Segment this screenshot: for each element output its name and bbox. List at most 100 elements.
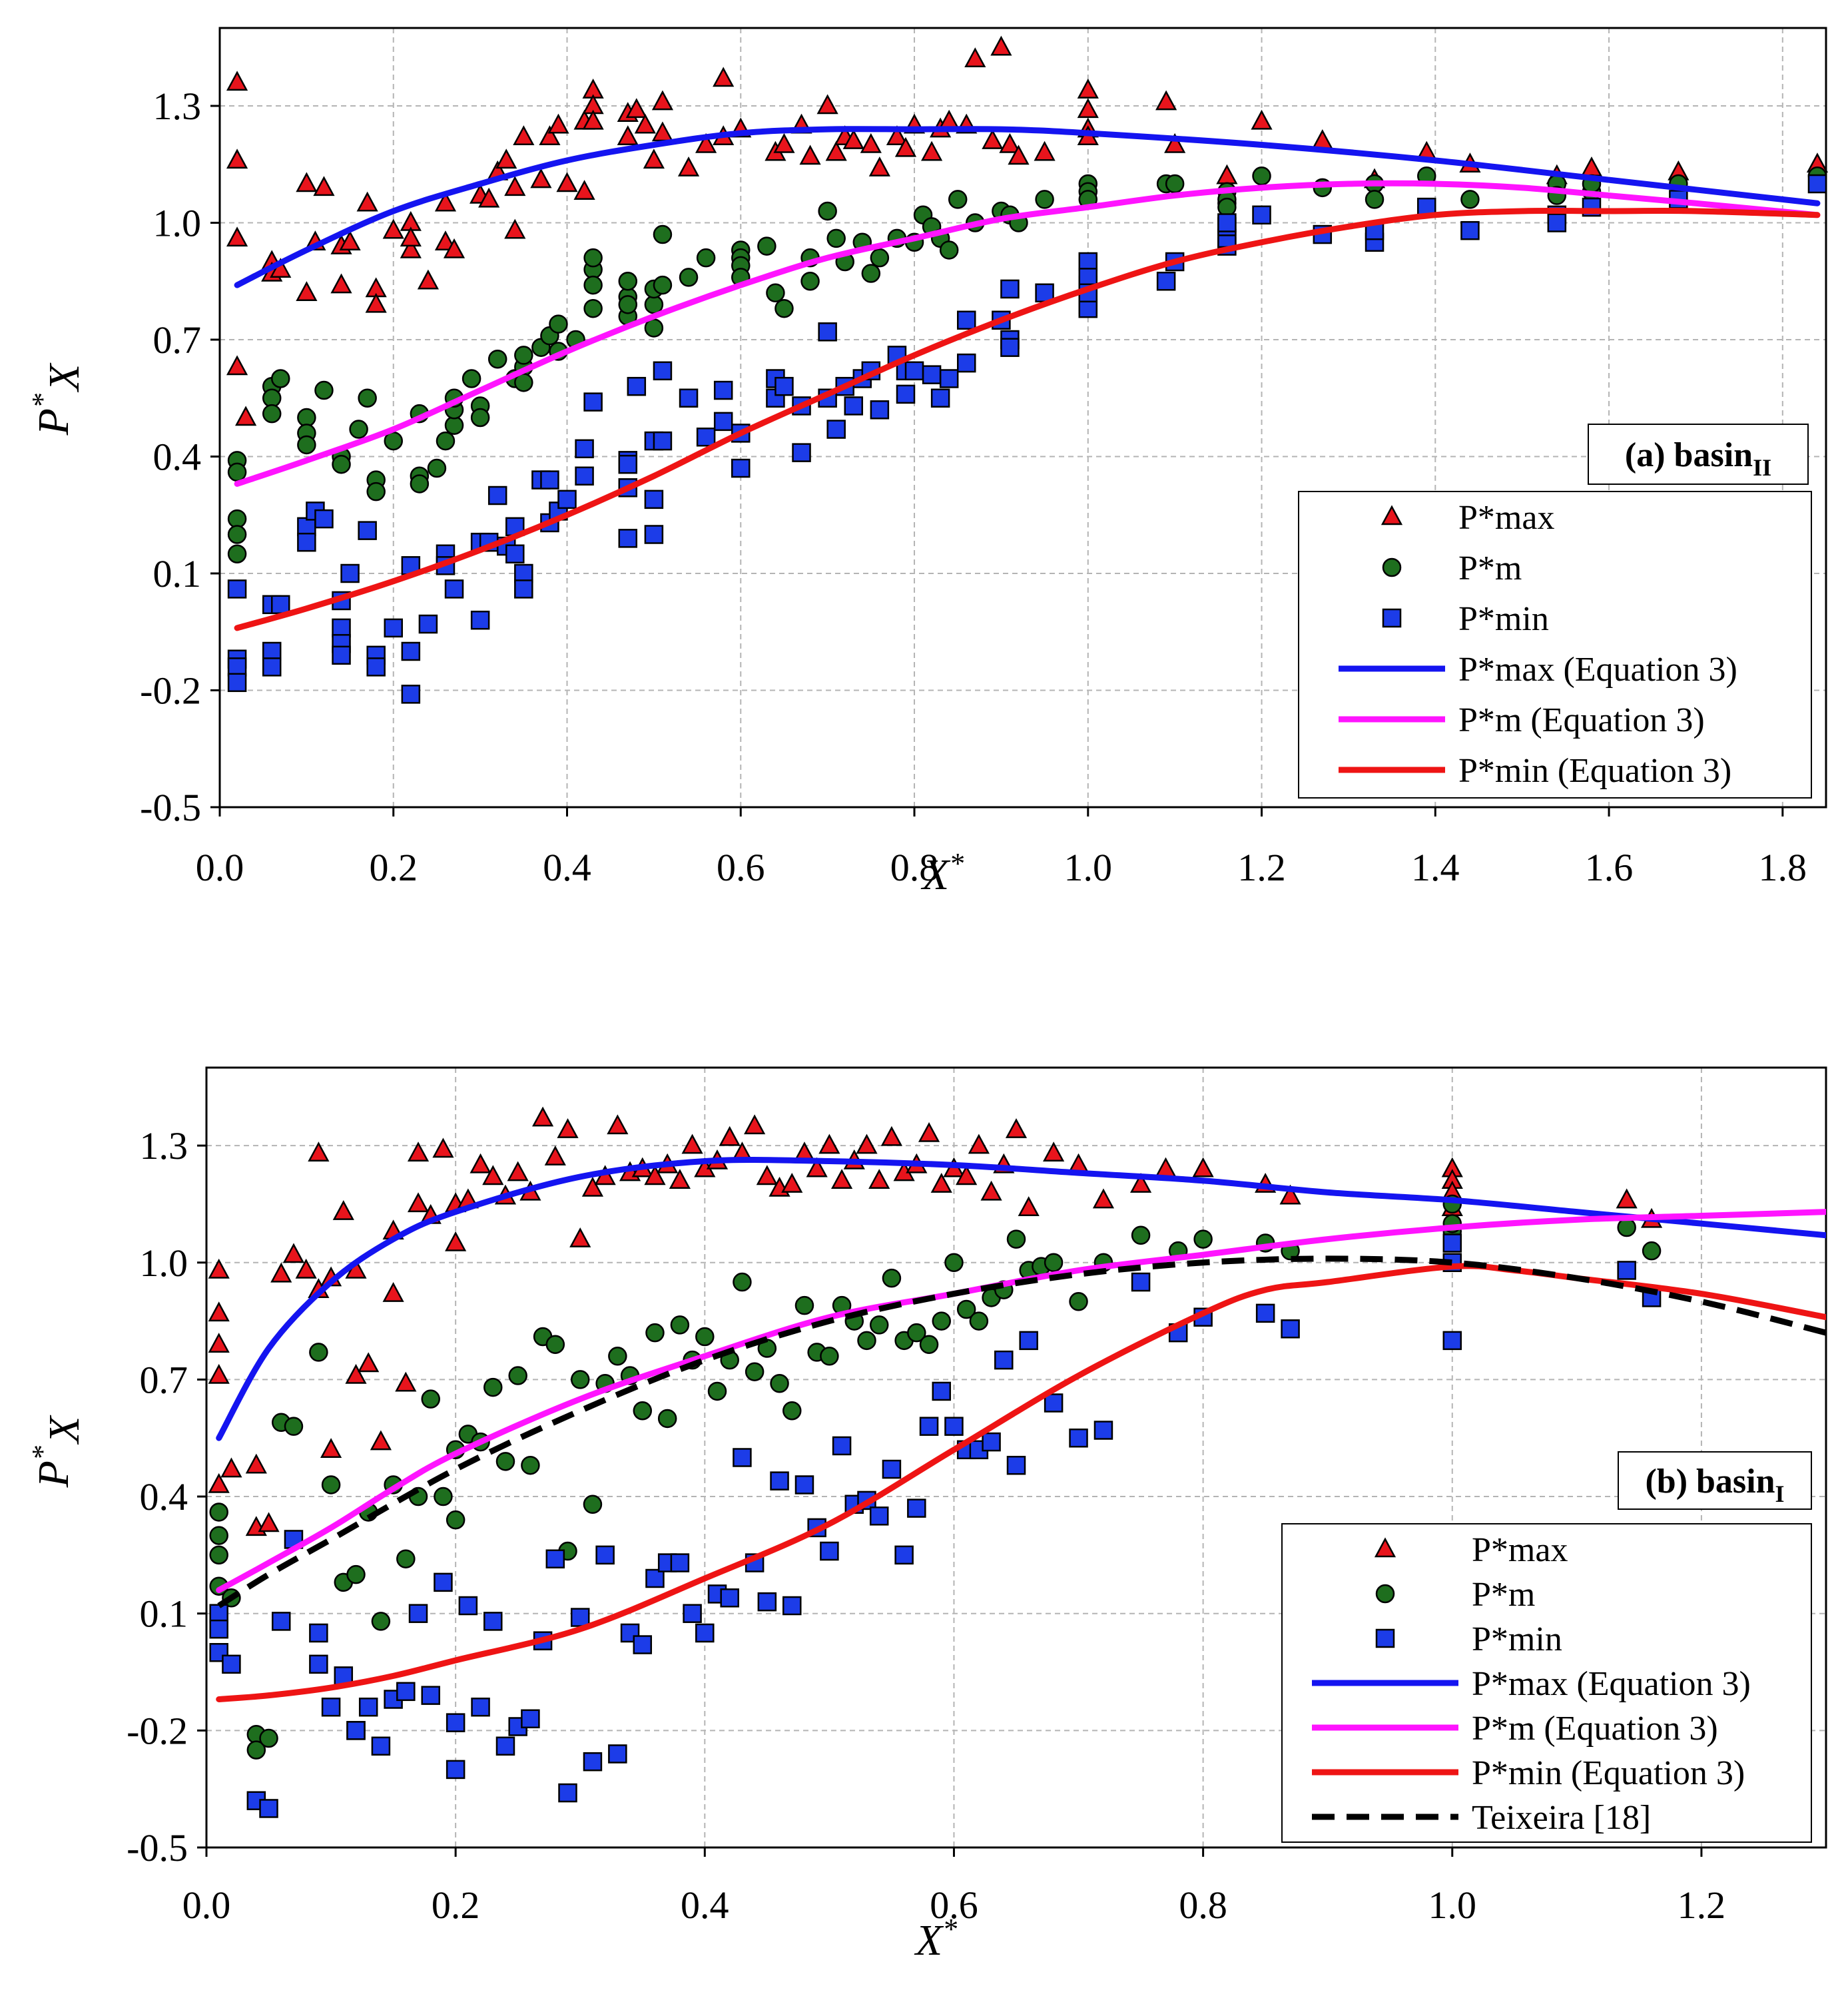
a-square-point: [262, 657, 282, 677]
a-triangle-point: [982, 129, 1004, 149]
b-y-tick-label: 1.3: [140, 1124, 188, 1167]
a-square-point: [627, 376, 647, 396]
a-circle-point: [427, 458, 447, 478]
a-circle-point: [470, 408, 490, 428]
b-circle-point: [608, 1347, 627, 1366]
b-triangle-point: [220, 1457, 242, 1478]
b-circle-point: [745, 1362, 765, 1381]
a-square-point: [314, 509, 334, 529]
a-square-point: [1000, 338, 1020, 357]
a-square-point: [713, 412, 733, 432]
b-square-point: [458, 1596, 478, 1616]
a-triangle-point: [1077, 78, 1099, 99]
a-square-point: [401, 641, 421, 661]
b-triangle-point: [918, 1122, 940, 1142]
a-triangle-point: [921, 141, 943, 161]
b-circle-point: [1069, 1292, 1088, 1311]
a-circle-point: [774, 298, 794, 318]
b-square-point: [358, 1697, 378, 1717]
b-circle-point: [209, 1545, 228, 1565]
a-series-triangle-points: [226, 35, 1829, 426]
b-circle-point: [583, 1494, 603, 1514]
a-x-tick-label: 0.0: [196, 846, 244, 889]
a-x-tick-label: 1.4: [1411, 846, 1460, 889]
a-series-square-points: [227, 174, 1827, 704]
a-square-point: [332, 618, 351, 638]
a-plot-frame: [218, 27, 1827, 809]
panel-a: 0.0 0.2 0.4 0.6 0.8 1.0 1.2 1.4 1.6 1.8 -0.5 -0.2 0.…: [26, 27, 1829, 899]
b-circle-point: [794, 1295, 814, 1315]
a-square-point: [1547, 213, 1567, 232]
a-y-tick-label: 1.0: [153, 202, 202, 245]
a-legend: P*max P*m P*min P*max (Equation 3) P*m (Equa…: [1298, 491, 1812, 799]
a-triangle-point: [573, 180, 595, 200]
b-square-point: [209, 1643, 228, 1662]
b-square-point: [1019, 1331, 1038, 1351]
b-circle-point: [434, 1487, 453, 1506]
b-triangle-point: [407, 1142, 430, 1162]
b-circle-point: [508, 1366, 527, 1385]
b-circle-point: [1006, 1229, 1026, 1249]
b-circle-point: [782, 1401, 802, 1421]
b-legend-label: P*max: [1472, 1531, 1568, 1569]
b-y-tick-label: 0.4: [140, 1475, 188, 1518]
a-triangle-point: [651, 121, 674, 142]
a-triangle-point: [842, 129, 864, 149]
b-y-axis-label: P*X: [26, 1415, 89, 1488]
b-triangle-point: [208, 1258, 230, 1279]
a-triangle-point: [1008, 145, 1030, 165]
b-circle-point: [932, 1311, 952, 1331]
a-square-point: [870, 400, 890, 420]
a-y-axis-label: P*X: [26, 362, 89, 436]
a-circle-point: [818, 201, 837, 221]
b-triangle-point: [669, 1169, 691, 1189]
a-x-tick-label: 1.8: [1759, 846, 1807, 889]
a-circle-point: [1460, 190, 1480, 209]
a-panel-tag: (a) basinII: [1625, 436, 1771, 481]
b-circle-point: [396, 1549, 416, 1568]
b-legend-label: P*min: [1472, 1620, 1562, 1658]
b-square-point: [495, 1736, 515, 1756]
b-circle-point: [209, 1526, 228, 1545]
a-curve-p-m-equation-3-: [234, 180, 1821, 487]
b-x-tick-label: 0.4: [681, 1883, 729, 1927]
a-triangle-point: [634, 113, 656, 134]
b-circle-point: [944, 1253, 964, 1272]
a-circle-point: [618, 272, 638, 291]
b-triangle-point: [607, 1114, 629, 1135]
a-triangle-point: [860, 133, 882, 153]
b-square-point: [1069, 1428, 1088, 1448]
a-square-point: [583, 392, 603, 412]
a-circle-point: [332, 454, 351, 474]
a-square-point: [731, 458, 751, 478]
b-triangle-point: [258, 1512, 280, 1532]
a-square-point: [444, 579, 464, 599]
a-legend-label: P*m (Equation 3): [1458, 701, 1705, 739]
a-triangle-point: [513, 125, 535, 146]
panel-b: 0.0 0.2 0.4 0.6 0.8 1.0 1.2 -0.5 -0.2 0.1 0.4 0.7 1.…: [26, 1066, 1827, 1965]
a-square-point: [904, 361, 924, 381]
a-x-tick-label: 1.2: [1237, 846, 1286, 889]
a-triangle-point: [1034, 141, 1056, 161]
b-triangle-point: [569, 1227, 591, 1247]
b-legend-label: P*max (Equation 3): [1472, 1665, 1751, 1703]
a-square-point: [297, 532, 316, 552]
a-circle-point: [644, 295, 664, 314]
b-circle-point: [309, 1343, 328, 1362]
a-circle-point: [487, 350, 507, 369]
b-triangle-point: [445, 1231, 467, 1251]
a-y-tick-label: 1.3: [153, 85, 202, 128]
a-triangle-point: [365, 292, 387, 313]
b-circle-point: [570, 1370, 590, 1389]
b-triangle-point: [320, 1438, 342, 1459]
b-square-point: [209, 1604, 228, 1623]
a-x-axis-label: X*: [920, 847, 964, 899]
a-triangle-point: [226, 355, 248, 376]
b-square-point: [396, 1682, 416, 1702]
b-y-tick-label: 0.7: [140, 1358, 188, 1401]
a-triangle-point: [1216, 164, 1238, 184]
a-panel-tag-box: [1588, 424, 1809, 485]
a-square-point: [1078, 268, 1098, 287]
b-triangle-point: [557, 1118, 579, 1138]
a-triangle-point: [582, 109, 604, 130]
